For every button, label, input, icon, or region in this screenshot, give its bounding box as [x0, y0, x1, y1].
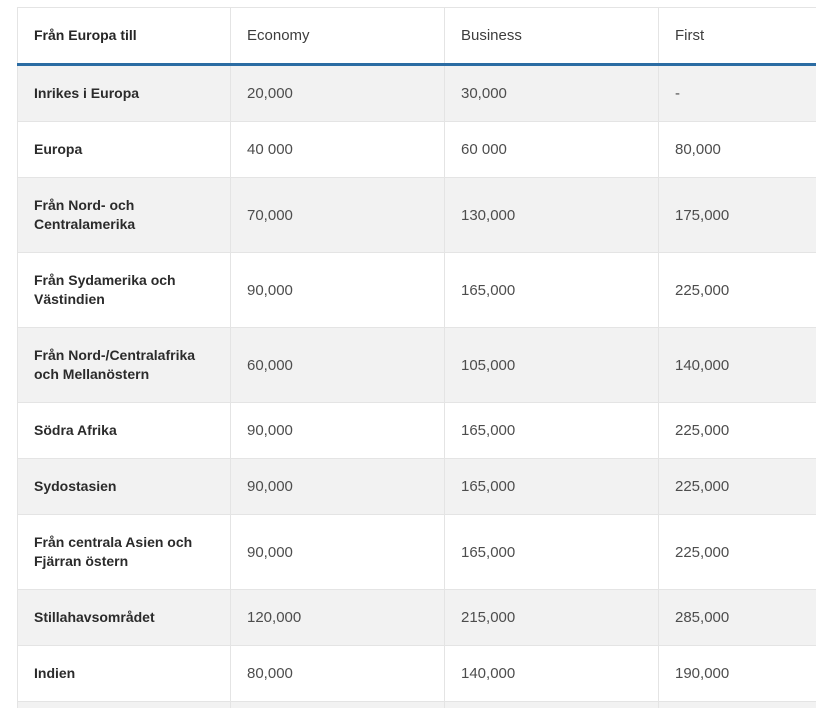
destination-cell: Indien	[18, 646, 231, 702]
business-value-cell: 30,000	[445, 65, 659, 122]
table-row: Från Sydamerika och Västindien 90,000 16…	[18, 253, 816, 328]
table-row: Europa 40 000 60 000 80,000	[18, 122, 816, 178]
first-value-cell: 175,000	[659, 178, 816, 253]
table-row: Från centrala Asien och Fjärran östern 9…	[18, 515, 816, 590]
business-value-cell: 165,000	[445, 459, 659, 515]
award-points-table: Från Europa till Economy Business First …	[17, 7, 816, 708]
economy-value-cell: 90,000	[231, 515, 445, 590]
destination-cell: Inrikes i Europa	[18, 65, 231, 122]
business-value-cell: 215,000	[445, 590, 659, 646]
economy-value-cell: 90,000	[231, 403, 445, 459]
first-value-cell: 140,000	[659, 328, 816, 403]
first-value-cell: 225,000	[659, 515, 816, 590]
business-value-cell: 130,000	[445, 178, 659, 253]
economy-value-cell: 60,000	[231, 328, 445, 403]
destination-cell: Från Nord-/Centralafrika och Mellanöster…	[18, 328, 231, 403]
business-value-cell: 140,000	[445, 646, 659, 702]
first-value-cell: 225,000	[659, 459, 816, 515]
first-value-cell: 190,000	[659, 646, 816, 702]
business-value-cell: 105,000	[445, 328, 659, 403]
destination-cell: Från Sydamerika och Västindien	[18, 253, 231, 328]
first-value-cell: 225,000	[659, 403, 816, 459]
first-value-cell: 80,000	[659, 122, 816, 178]
table-row: Inrikes i Europa 20,000 30,000 -	[18, 65, 816, 122]
table-row-cutoff	[18, 702, 816, 708]
table-body: Inrikes i Europa 20,000 30,000 - Europa …	[18, 65, 816, 708]
destination-cell: Sydostasien	[18, 459, 231, 515]
destination-cell: Från centrala Asien och Fjärran östern	[18, 515, 231, 590]
column-header-destination: Från Europa till	[18, 8, 231, 65]
economy-value-cell: 20,000	[231, 65, 445, 122]
table-row: Stillahavsområdet 120,000 215,000 285,00…	[18, 590, 816, 646]
destination-cell: Från Nord- och Centralamerika	[18, 178, 231, 253]
business-value-cell: 165,000	[445, 253, 659, 328]
destination-cell: Europa	[18, 122, 231, 178]
table-row: Från Nord-/Centralafrika och Mellanöster…	[18, 328, 816, 403]
column-header-first: First	[659, 8, 816, 65]
award-points-table-container: Från Europa till Economy Business First …	[17, 7, 816, 708]
destination-cell: Södra Afrika	[18, 403, 231, 459]
economy-value-cell: 90,000	[231, 253, 445, 328]
first-value-cell: -	[659, 65, 816, 122]
table-header-row: Från Europa till Economy Business First	[18, 8, 816, 65]
business-value-cell: 165,000	[445, 515, 659, 590]
table-row: Indien 80,000 140,000 190,000	[18, 646, 816, 702]
first-value-cell: 285,000	[659, 590, 816, 646]
economy-value-cell: 70,000	[231, 178, 445, 253]
table-row: Södra Afrika 90,000 165,000 225,000	[18, 403, 816, 459]
economy-value-cell: 90,000	[231, 459, 445, 515]
economy-value-cell: 40 000	[231, 122, 445, 178]
business-value-cell: 60 000	[445, 122, 659, 178]
destination-cell: Stillahavsområdet	[18, 590, 231, 646]
table-row: Från Nord- och Centralamerika 70,000 130…	[18, 178, 816, 253]
business-value-cell: 165,000	[445, 403, 659, 459]
column-header-business: Business	[445, 8, 659, 65]
column-header-economy: Economy	[231, 8, 445, 65]
table-row: Sydostasien 90,000 165,000 225,000	[18, 459, 816, 515]
economy-value-cell: 80,000	[231, 646, 445, 702]
economy-value-cell: 120,000	[231, 590, 445, 646]
first-value-cell: 225,000	[659, 253, 816, 328]
